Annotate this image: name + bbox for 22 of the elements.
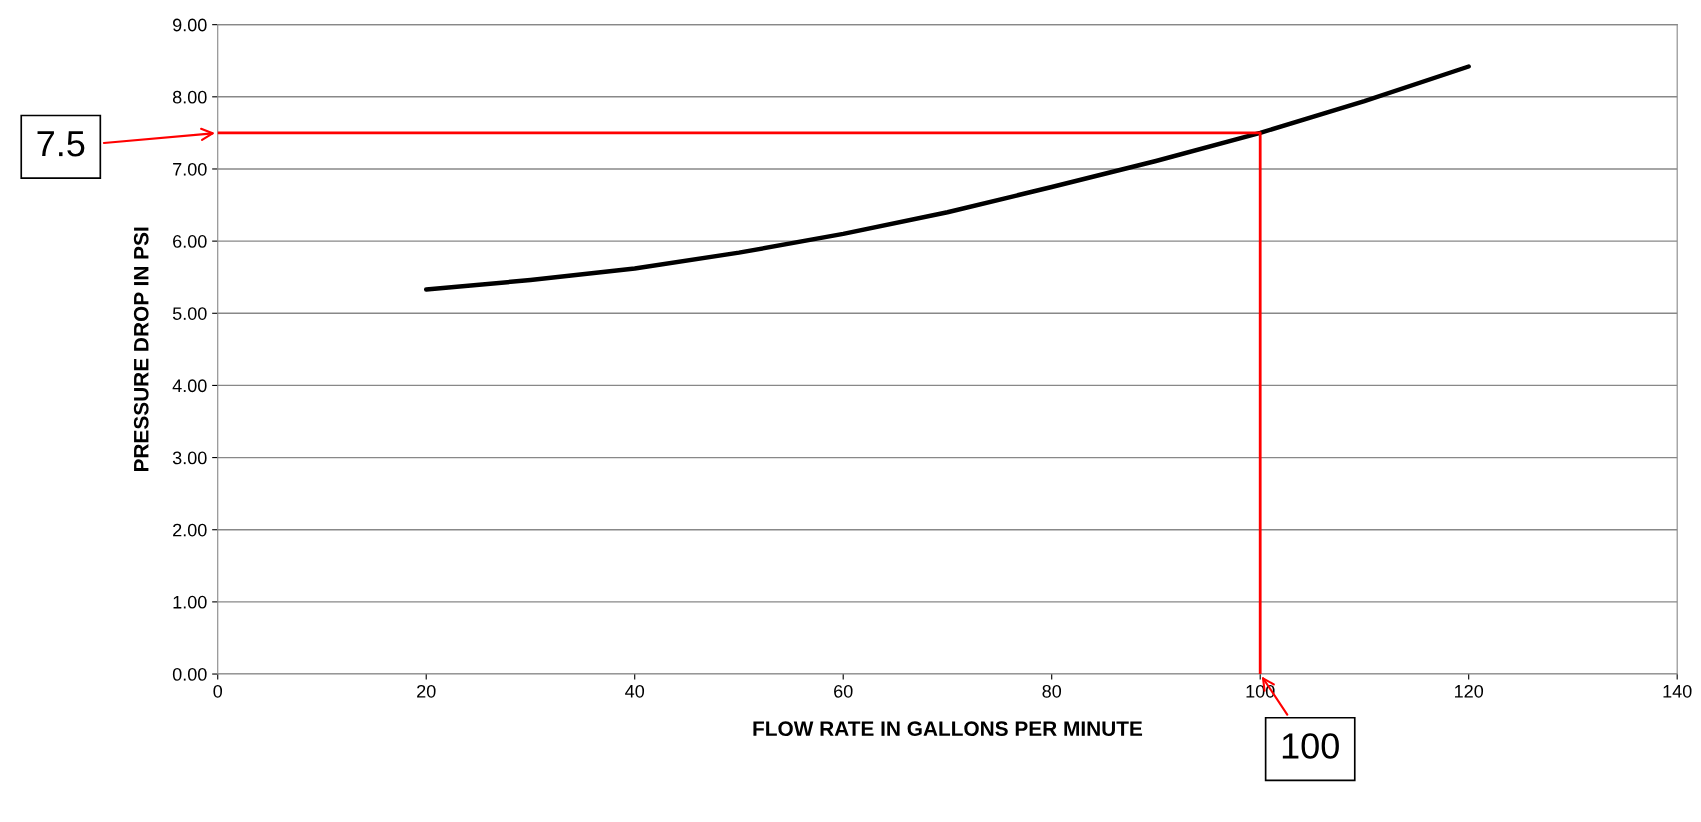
y-tick-label: 5.00 — [172, 307, 207, 320]
x-tick-label: 80 — [1042, 684, 1062, 698]
y-axis-title: PRESSURE DROP IN PSI — [133, 227, 149, 472]
y-tick-label: 6.00 — [173, 235, 207, 248]
y-tick-label: 9.00 — [173, 18, 207, 32]
x-tick-label: 120 — [1455, 684, 1484, 698]
y-tick-label: 2.00 — [173, 523, 207, 537]
y-tick-label: 1.00 — [173, 595, 207, 609]
annotation: 100 — [1282, 733, 1339, 759]
y-tick-label: 0.00 — [172, 667, 207, 681]
y-tick-label: 7.00 — [173, 162, 207, 176]
text: 7.5 — [37, 131, 85, 157]
x-tick-label: 0 — [213, 684, 223, 698]
x-tick-label: 40 — [625, 684, 645, 698]
x-tick-label: 140 — [1663, 684, 1692, 698]
y-tick-label: 8.00 — [172, 90, 207, 104]
line-series — [424, 64, 1471, 292]
x-tick-label: 60 — [834, 684, 853, 698]
x-axis-title: FLOW RATE IN GALLONS PER MINUTE — [753, 721, 1143, 737]
y-tick-label: 4.00 — [172, 379, 207, 393]
x-tick-label: 20 — [417, 684, 436, 698]
y-tick-label: 3.00 — [172, 451, 207, 465]
